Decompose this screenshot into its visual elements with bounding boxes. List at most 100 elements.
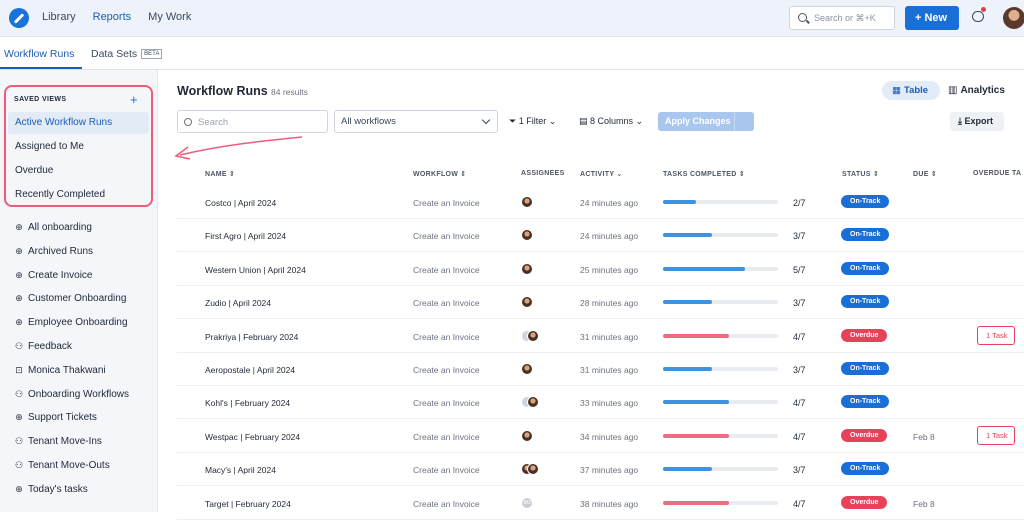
sidebar-item-label: Create Invoice [28,269,93,281]
row-name[interactable]: Target | February 2024 [205,498,291,509]
column-header[interactable]: TASKS COMPLETED ⇕ [663,171,746,178]
assignee-avatar[interactable] [527,396,539,409]
assignee-avatar[interactable] [521,262,533,275]
chat-icon[interactable] [972,7,986,22]
column-header[interactable]: OVERDUE TA [973,170,1022,177]
progress-fill [663,233,713,238]
sidebar-item[interactable]: ⊕ Archived Runs [14,246,93,257]
table-view-toggle[interactable]: ▦ Table [882,81,940,100]
sidebar-item-label: Customer Onboarding [28,293,127,305]
overdue-task-badge[interactable]: 1 Task [977,325,1015,345]
filter-button[interactable]: ⏷ 1 Filter ⌄ [509,116,556,127]
global-search-input[interactable]: Search or ⌘+K [789,6,895,30]
row-name[interactable]: Aeropostale | April 2024 [205,365,296,375]
add-view-icon[interactable]: + [130,92,138,107]
nav-library[interactable]: Library [42,11,76,23]
row-name[interactable]: First Agro | April 2024 [205,231,287,242]
apply-changes-button[interactable]: Apply Changes [658,112,754,131]
sidebar-item[interactable]: ⊕ Today's tasks [14,484,88,495]
export-button[interactable]: ⤓ Export [950,112,1004,131]
column-header[interactable]: NAME ⇕ [205,171,236,178]
tab-data-sets-label: Data Sets [91,48,138,60]
saved-view-assigned[interactable]: Assigned to Me [15,141,84,152]
table-row[interactable]: Target | February 2024 Create an Invoice 3… [177,487,1024,520]
sidebar-item[interactable]: ⚇ Feedback [14,341,72,352]
table-row[interactable]: Prakriya | February 2024 Create an Invoic… [177,320,1024,353]
bar-chart-icon: ▥ [948,85,958,96]
table-row[interactable]: Westpac | February 2024 Create an Invoice… [177,420,1024,453]
table-row[interactable]: Western Union | April 2024 Create an Invo… [177,253,1024,286]
row-name[interactable]: Macy's | April 2024 [205,465,276,476]
row-workflow: Create an Invoice [413,498,480,509]
assignee-avatar[interactable]: BO [521,496,533,509]
progress-bar [663,400,778,405]
sidebar-item[interactable]: ⊡ Monica Thakwani [14,364,106,376]
columns-button[interactable]: ▤ 8 Columns ⌄ [579,116,643,127]
progress-fill [663,400,729,405]
app-logo-icon[interactable] [9,8,29,28]
column-header[interactable]: ASSIGNEES [521,170,565,177]
row-name[interactable]: Costco | April 2024 [205,198,277,208]
sidebar-item[interactable]: ⊕ Support Tickets [14,412,97,423]
nav-my-work[interactable]: My Work [148,11,192,23]
beta-badge: BETA [141,49,163,59]
sidebar: SAVED VIEWS + Active Workflow Runs Assig… [0,70,158,512]
export-label: Export [964,116,993,126]
sidebar-item[interactable]: ⚇ Tenant Move-Outs [14,460,110,471]
sidebar-item-label: Monica Thakwani [28,364,106,376]
sidebar-item[interactable]: ⊕ Customer Onboarding [14,293,126,304]
overdue-task-badge[interactable]: 1 Task [977,425,1015,445]
row-activity: 28 minutes ago [580,298,639,309]
analytics-view-toggle[interactable]: ▥ Analytics [948,85,1005,96]
user-avatar[interactable] [1003,7,1024,29]
sidebar-item[interactable]: ⚇ Tenant Move-Ins [14,436,102,447]
saved-view-overdue[interactable]: Overdue [15,165,54,176]
row-task-count: 4/7 [793,431,806,442]
progress-bar [663,200,778,204]
table-row[interactable]: Zudio | April 2024 Create an Invoice 28 mi… [177,286,1024,320]
nav-reports[interactable]: Reports [92,11,132,23]
sidebar-item[interactable]: ⚇ Onboarding Workflows [14,389,129,400]
column-header[interactable]: ACTIVITY ⌄ [580,171,623,178]
saved-view-recently-completed[interactable]: Recently Completed [15,189,106,200]
table-search-input[interactable]: Search [177,110,328,133]
status-badge: On-Track [841,362,890,375]
row-name[interactable]: Western Union | April 2024 [205,264,306,275]
tab-workflow-runs[interactable]: Workflow Runs [4,48,75,60]
new-button[interactable]: + New [905,6,959,30]
saved-view-active-runs[interactable]: Active Workflow Runs [8,112,149,134]
table-row[interactable]: First Agro | April 2024 Create an Invoice… [177,219,1024,253]
assignee-avatar[interactable] [521,363,533,375]
sidebar-item[interactable]: ⊕ All onboarding [14,222,92,233]
tab-data-sets[interactable]: Data Sets BETA [91,48,163,60]
assignee-avatar[interactable] [521,229,533,242]
table-row[interactable]: Macy's | April 2024 Create an Invoice 37 m… [177,453,1024,487]
row-task-count: 3/7 [793,298,806,309]
table-row[interactable]: Aeropostale | April 2024 Create an Invoic… [177,353,1024,386]
apply-dropdown-chevron-icon[interactable] [734,112,754,131]
row-name[interactable]: Kohl's | February 2024 [205,398,291,409]
assignee-avatar[interactable] [521,429,533,442]
assignee-avatar[interactable] [527,463,539,476]
assignee-avatar[interactable] [521,196,533,208]
sidebar-item[interactable]: ⊕ Create Invoice [14,270,92,281]
progress-bar [663,300,778,305]
table-row[interactable]: Costco | April 2024 Create an Invoice 24 m… [177,186,1024,219]
column-header[interactable]: WORKFLOW ⇕ [413,171,467,178]
progress-bar [663,467,778,472]
sidebar-item[interactable]: ⊕ Employee Onboarding [14,317,127,328]
assignee-avatar[interactable] [521,296,533,309]
workflow-select[interactable]: All workflows [334,110,498,133]
row-name[interactable]: Zudio | April 2024 [205,298,271,309]
sort-icon: ⌄ [614,171,623,178]
status-badge: On-Track [841,295,890,309]
row-name[interactable]: Westpac | February 2024 [205,431,301,442]
row-due-date: Feb 8 [913,431,935,442]
column-header[interactable]: DUE ⇕ [913,171,938,178]
table-row[interactable]: Kohl's | February 2024 Create an Invoice 3… [177,386,1024,420]
status-badge: Overdue [841,428,888,442]
row-activity: 31 minutes ago [580,365,639,375]
column-header[interactable]: STATUS ⇕ [842,171,880,178]
assignee-avatar[interactable] [527,329,539,342]
row-name[interactable]: Prakriya | February 2024 [205,331,299,342]
